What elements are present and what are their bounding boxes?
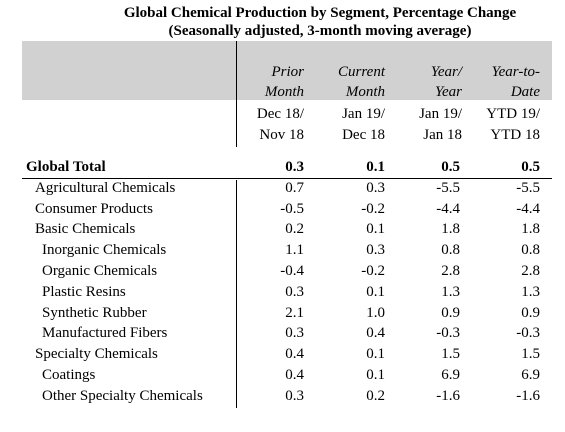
cell-current-month: 0.1 [366,346,385,363]
cell-year-to-date: 0.9 [521,304,540,321]
row-label: Other Specialty Chemicals [42,387,203,404]
table-row-consumer-products: Consumer Products -0.5 -0.2 -4.4 -4.4 [22,199,552,220]
cell-year-to-date: 6.9 [521,366,540,383]
cell-prior-month: 0.3 [285,283,304,300]
cell-year-year: 1.8 [441,221,460,238]
cell-year-to-date: 1.8 [521,221,540,238]
row-label: Organic Chemicals [42,262,158,279]
row-label: Consumer Products [35,200,153,217]
col-header-year-to-date: Year-to- Date [491,64,540,100]
row-label: Inorganic Chemicals [42,242,167,259]
cell-current-month: 0.1 [366,159,385,175]
table-row-inorganic-chemicals: Inorganic Chemicals 1.1 0.3 0.8 0.8 [22,240,552,261]
cell-year-year: 6.9 [441,366,460,383]
cell-year-year: -0.3 [436,325,460,342]
col-header-year-year: Year/Year [430,64,462,100]
col-subheader-prior-month: Dec 18/Nov 18 [256,106,304,143]
cell-year-to-date: 0.8 [521,242,540,259]
row-label: Global Total [26,159,106,175]
cell-prior-month: 0.2 [285,221,304,238]
cell-current-month: 0.1 [366,366,385,383]
cell-year-year: 0.9 [441,304,460,321]
col-subheader-year-year: Jan 19/Jan 18 [419,106,462,143]
row-label: Synthetic Rubber [42,304,147,321]
cell-year-to-date: -5.5 [516,179,540,196]
row-label: Basic Chemicals [35,221,136,238]
table-row-synthetic-rubber: Synthetic Rubber 2.1 1.0 0.9 0.9 [22,303,552,324]
cell-year-year: -5.5 [436,179,460,196]
column-divider-top [236,41,237,147]
col-subheader-year-to-date: YTD 19/YTD 18 [486,106,540,143]
table-row-specialty-chemicals: Specialty Chemicals 0.4 0.1 1.5 1.5 [22,344,552,365]
cell-prior-month: 2.1 [285,304,304,321]
cell-current-month: 0.2 [366,387,385,404]
cell-year-to-date: -4.4 [516,200,540,217]
data-table-body: Global Total 0.3 0.1 0.5 0.5 Agricultura… [22,157,552,407]
cell-year-to-date: 2.8 [521,262,540,279]
column-divider-body [236,180,237,408]
table-row-organic-chemicals: Organic Chemicals -0.4 -0.2 2.8 2.8 [22,261,552,282]
header-band [22,41,552,100]
cell-current-month: 0.1 [366,221,385,238]
row-label: Manufactured Fibers [42,325,168,342]
cell-prior-month: 0.4 [285,346,304,363]
col-header-current-month: Current Month [338,64,385,100]
cell-prior-month: 0.7 [285,179,304,196]
cell-year-year: -4.4 [436,200,460,217]
cell-current-month: 1.0 [366,304,385,321]
table-row-coatings: Coatings 0.4 0.1 6.9 6.9 [22,365,552,386]
cell-current-month: 0.1 [366,283,385,300]
cell-prior-month: 0.3 [285,159,304,175]
table-row-agricultural-chemicals: Agricultural Chemicals 0.7 0.3 -5.5 -5.5 [22,178,552,199]
cell-year-to-date: 1.5 [521,346,540,363]
table-row-basic-chemicals: Basic Chemicals 0.2 0.1 1.8 1.8 [22,219,552,240]
cell-prior-month: 0.3 [285,325,304,342]
cell-year-year: 1.5 [441,346,460,363]
cell-year-year: 1.3 [441,283,460,300]
cell-prior-month: -0.4 [280,262,304,279]
cell-year-to-date: 1.3 [521,283,540,300]
col-header-prior-month: Prior Month [264,64,304,100]
row-label: Coatings [42,366,96,383]
table-row-manufactured-fibers: Manufactured Fibers 0.3 0.4 -0.3 -0.3 [22,323,552,344]
cell-year-year: -1.6 [436,387,460,404]
cell-prior-month: 0.4 [285,366,304,383]
cell-year-to-date: 0.5 [521,159,540,175]
cell-prior-month: -0.5 [280,200,304,217]
table-subtitle: (Seasonally adjusted, 3-month moving ave… [168,23,472,39]
cell-current-month: -0.2 [361,200,385,217]
global-total-rule [22,178,552,179]
row-label: Agricultural Chemicals [35,179,176,196]
table-title: Global Chemical Production by Segment, P… [123,5,517,21]
cell-current-month: -0.2 [361,262,385,279]
cell-year-to-date: -1.6 [516,387,540,404]
cell-year-to-date: -0.3 [516,325,540,342]
cell-current-month: 0.3 [366,242,385,259]
cell-year-year: 2.8 [441,262,460,279]
cell-current-month: 0.3 [366,179,385,196]
table-row-other-specialty-chemicals: Other Specialty Chemicals 0.3 0.2 -1.6 -… [22,386,552,407]
cell-year-year: 0.8 [441,242,460,259]
col-subheader-current-month: Jan 19/Dec 18 [342,106,385,143]
table-row-global-total: Global Total 0.3 0.1 0.5 0.5 [22,157,552,178]
row-label: Specialty Chemicals [35,346,158,363]
cell-year-year: 0.5 [441,159,460,175]
row-label: Plastic Resins [42,283,126,300]
cell-prior-month: 0.3 [285,387,304,404]
table-row-plastic-resins: Plastic Resins 0.3 0.1 1.3 1.3 [22,282,552,303]
cell-current-month: 0.4 [366,325,385,342]
cell-prior-month: 1.1 [285,242,304,259]
